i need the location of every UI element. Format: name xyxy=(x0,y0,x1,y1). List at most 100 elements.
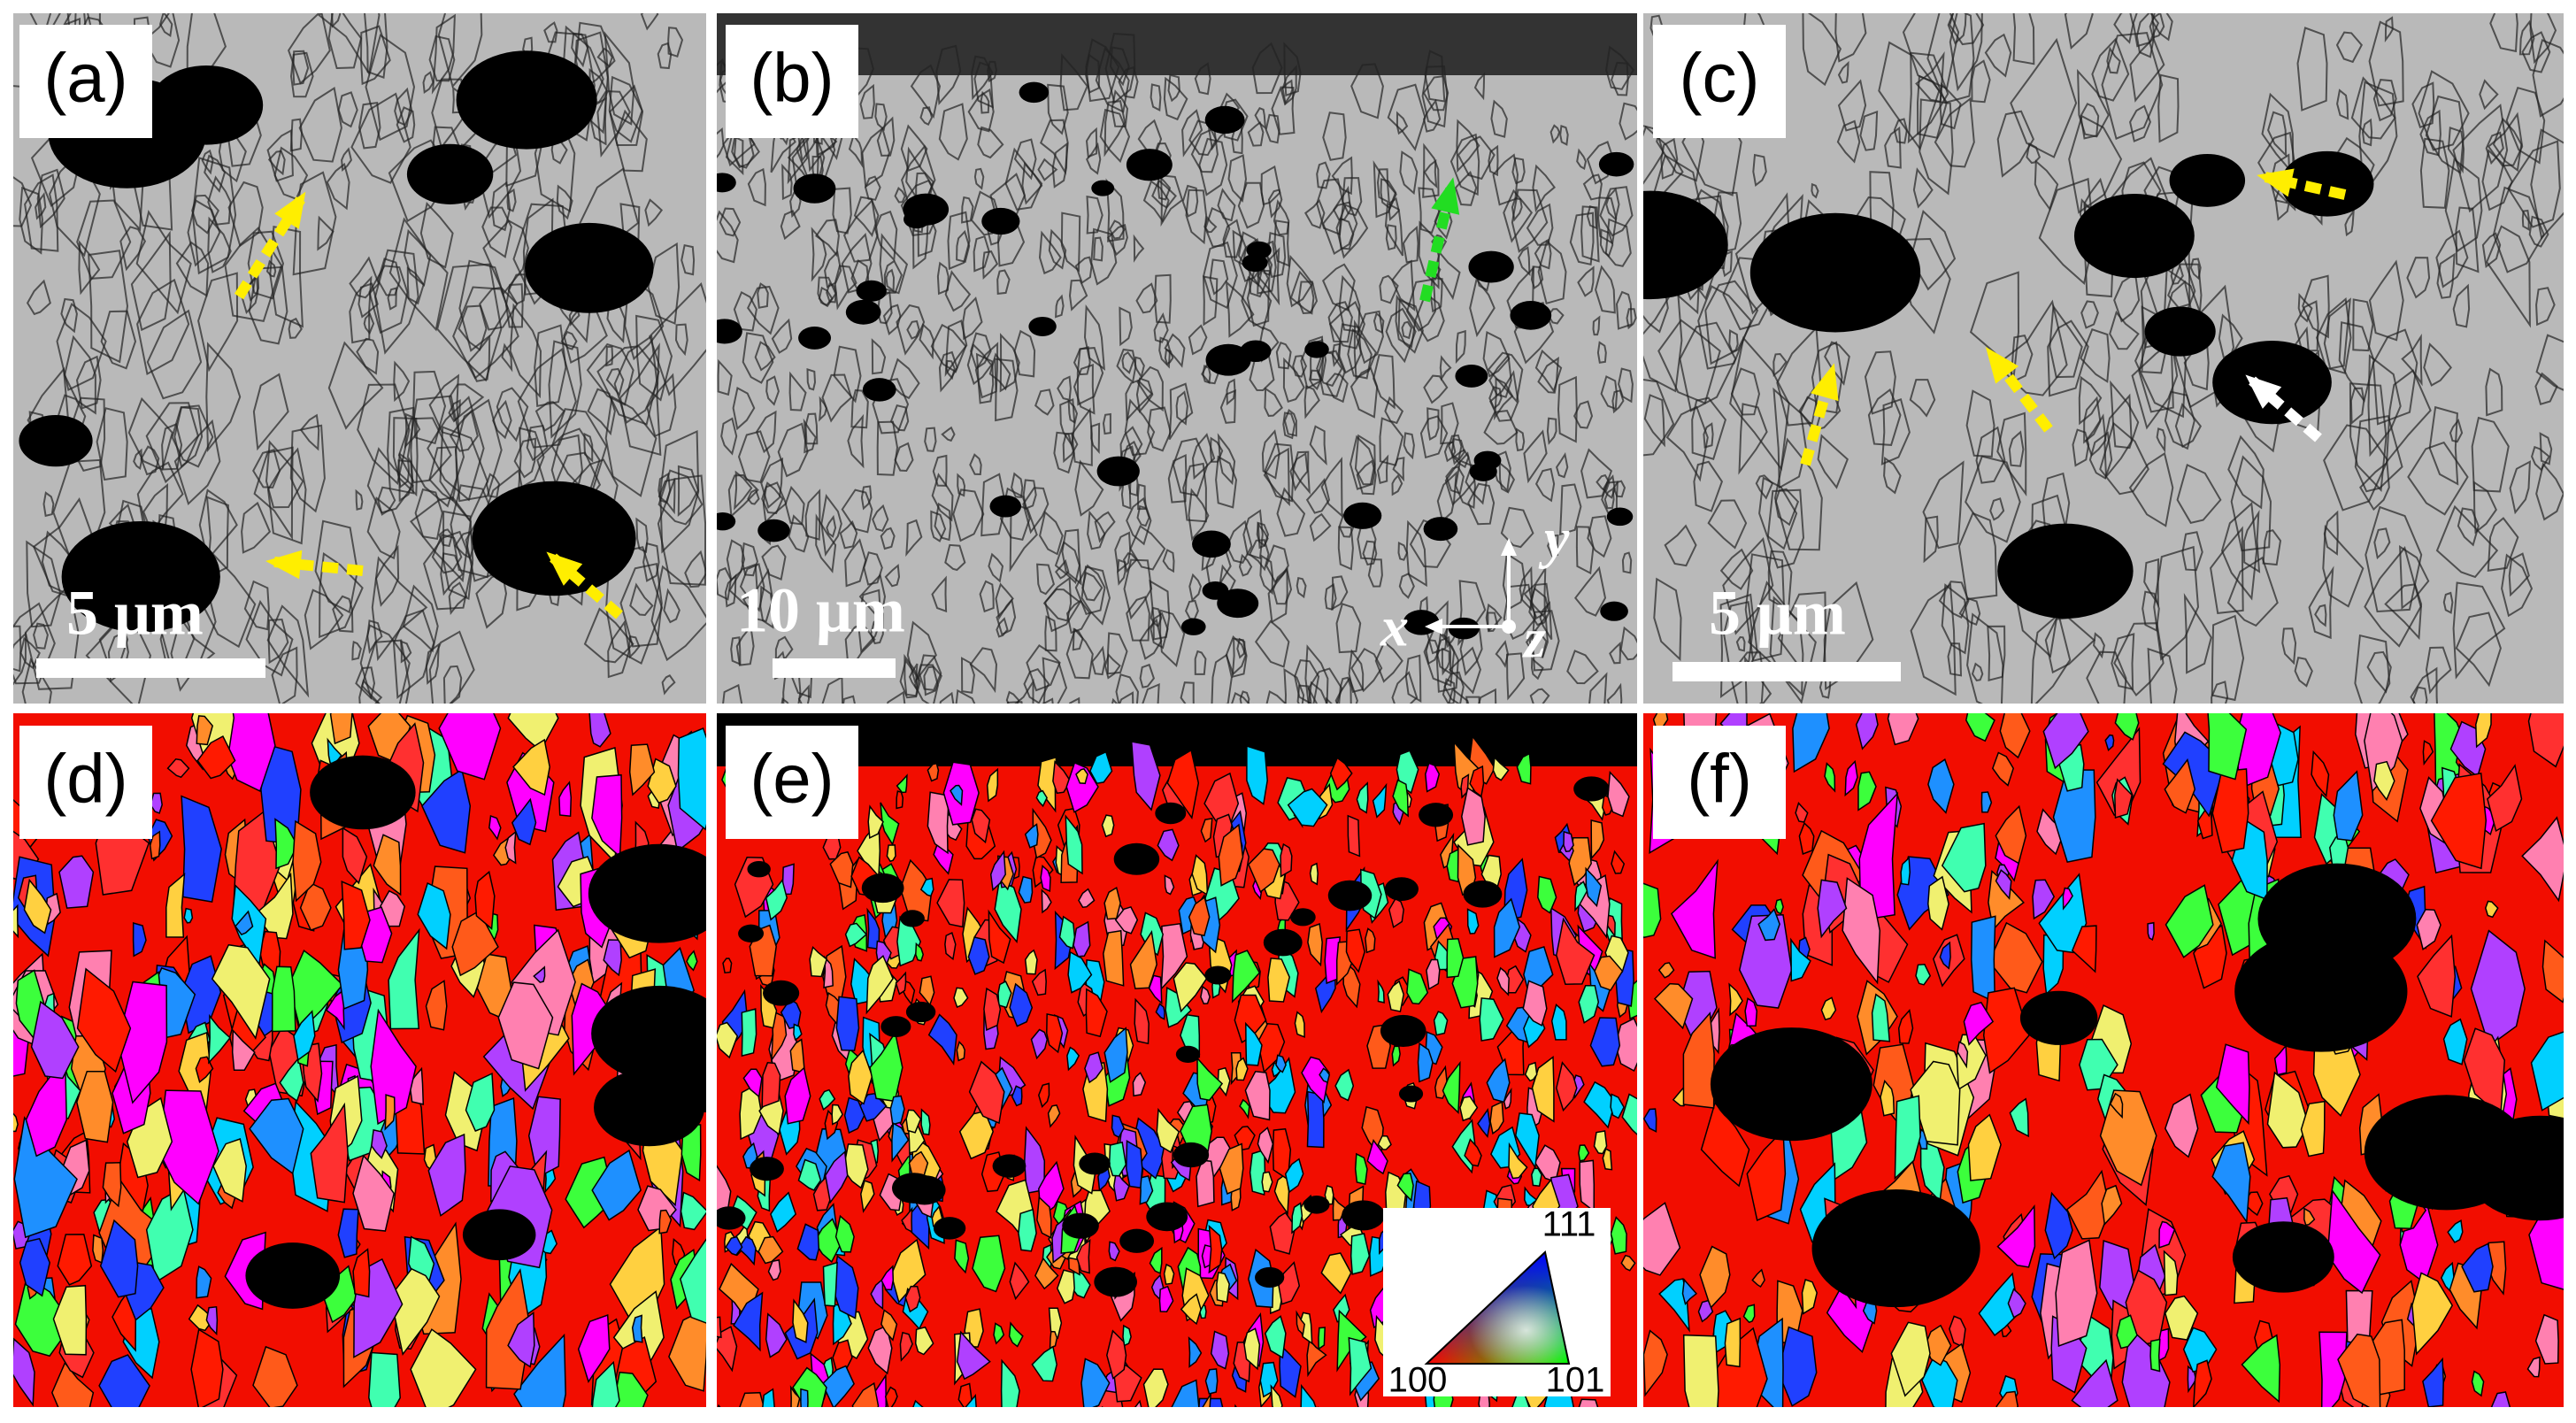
grain-boundary xyxy=(271,646,298,704)
grain xyxy=(341,881,371,950)
grain-boundary xyxy=(742,332,774,384)
grain-boundary xyxy=(2113,13,2134,44)
grain-boundary xyxy=(1941,583,1970,655)
grain-boundary xyxy=(1618,367,1634,404)
grain xyxy=(1046,1012,1064,1054)
grain-boundary xyxy=(961,196,974,224)
grain-boundary xyxy=(747,285,780,335)
grain xyxy=(722,958,733,974)
grain xyxy=(1035,789,1048,808)
grain-boundary xyxy=(571,32,589,68)
grain-boundary xyxy=(1586,141,1615,185)
grain xyxy=(132,922,147,958)
grain xyxy=(352,1154,396,1232)
grain xyxy=(1563,830,1574,853)
grain xyxy=(190,1328,224,1407)
grain-boundary xyxy=(1511,157,1526,185)
panel-label-box xyxy=(1653,726,1786,839)
grain xyxy=(1426,958,1441,990)
void xyxy=(1146,1202,1188,1232)
panel-label-box xyxy=(726,726,858,839)
grain xyxy=(373,834,402,896)
grain-boundary xyxy=(1511,188,1549,253)
grain-boundary xyxy=(1188,573,1203,603)
grain-boundary xyxy=(1006,701,1023,704)
grain xyxy=(1067,950,1093,994)
grain-boundary xyxy=(241,501,272,554)
grain-boundary xyxy=(1498,461,1516,494)
grain xyxy=(1442,1060,1461,1115)
grain xyxy=(1493,897,1521,958)
grain-boundary xyxy=(60,297,78,334)
grain xyxy=(1377,1135,1392,1150)
grain xyxy=(1396,1173,1414,1203)
grain-boundary xyxy=(298,87,342,163)
grain-boundary xyxy=(659,429,700,554)
void xyxy=(880,1016,911,1037)
grain-boundary xyxy=(629,582,654,617)
grain-boundary xyxy=(1728,329,1739,353)
grain xyxy=(205,1305,219,1336)
grain-boundary xyxy=(1615,290,1633,330)
grain xyxy=(681,1123,702,1182)
grain xyxy=(843,1096,865,1135)
grain xyxy=(1243,1327,1261,1371)
grain-boundary xyxy=(449,409,479,452)
grain xyxy=(844,922,868,948)
grain xyxy=(2109,1092,2124,1119)
grain xyxy=(371,1128,388,1159)
void xyxy=(1463,880,1503,908)
grain xyxy=(1824,762,1836,793)
grain-boundary xyxy=(737,430,771,484)
grain-boundary xyxy=(1350,63,1384,119)
grain-boundary xyxy=(1519,565,1534,612)
grain-boundary xyxy=(26,279,51,316)
grain xyxy=(19,1237,50,1297)
grain-boundary xyxy=(534,324,567,408)
grain-boundary xyxy=(1047,83,1069,135)
grain xyxy=(1556,1061,1578,1112)
grain xyxy=(1425,762,1441,793)
grain-boundary xyxy=(355,488,364,511)
grain-boundary xyxy=(1160,174,1184,227)
void xyxy=(1398,1085,1424,1103)
ipf-label: 111 xyxy=(1542,1205,1596,1244)
grain xyxy=(1477,1108,1491,1139)
grain-boundary xyxy=(609,84,644,147)
grain xyxy=(809,945,828,978)
grain-boundary xyxy=(265,259,277,278)
grain xyxy=(1052,760,1072,795)
grain xyxy=(249,1097,304,1175)
grain xyxy=(2417,934,2457,1018)
grain-boundary xyxy=(1735,635,1746,652)
grain xyxy=(1880,1080,1895,1117)
grain-boundary xyxy=(2047,319,2089,397)
grain-boundary xyxy=(2501,553,2534,618)
grain xyxy=(1024,823,1039,849)
grain-boundary xyxy=(969,453,982,476)
grain xyxy=(1578,1398,1599,1407)
grain-boundary xyxy=(2385,369,2432,465)
grain-boundary xyxy=(1926,13,1975,104)
void xyxy=(472,481,636,596)
grain xyxy=(1248,848,1280,893)
grain-boundary xyxy=(363,312,375,335)
void xyxy=(1205,343,1251,376)
void xyxy=(2144,306,2216,357)
grain xyxy=(13,1337,35,1407)
grain xyxy=(1345,928,1365,973)
void xyxy=(1423,517,1458,542)
grain-boundary xyxy=(777,422,809,478)
grain xyxy=(2158,1220,2176,1249)
grain-boundary xyxy=(1603,487,1615,510)
scale-bar xyxy=(1672,662,1901,681)
grain-boundary xyxy=(1333,185,1352,221)
grain-boundary xyxy=(243,580,270,631)
void xyxy=(1303,1196,1330,1214)
grain-boundary xyxy=(518,427,545,490)
grain xyxy=(860,1180,875,1213)
grain xyxy=(1820,996,1837,1021)
void xyxy=(591,985,706,1082)
grain xyxy=(1134,1399,1142,1407)
grain-boundary xyxy=(970,190,1002,236)
